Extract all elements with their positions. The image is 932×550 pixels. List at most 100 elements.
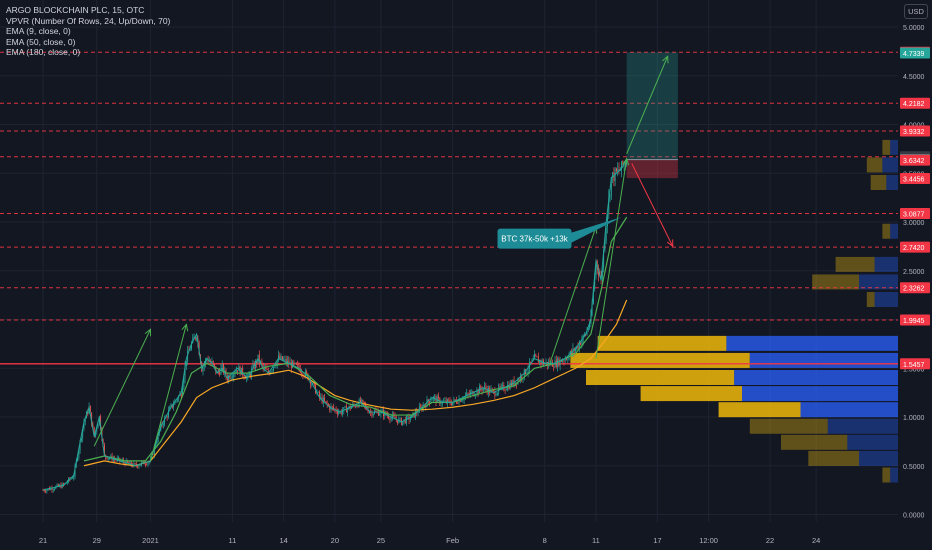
candle-body bbox=[613, 172, 615, 182]
price-axis[interactable]: 0.00000.50001.00001.50002.00002.50003.00… bbox=[898, 0, 932, 550]
candle-body bbox=[96, 428, 98, 432]
candle-body bbox=[252, 364, 254, 369]
ema-9-legend[interactable]: EMA (9, close, 0) bbox=[6, 26, 71, 36]
candle-body bbox=[527, 369, 529, 373]
candle-body bbox=[146, 464, 148, 466]
candle-body bbox=[615, 168, 617, 172]
candle-body bbox=[258, 354, 260, 363]
candle-body bbox=[214, 363, 215, 367]
candle-body bbox=[137, 465, 139, 468]
candle-body bbox=[216, 371, 218, 373]
time-tick-label: 20 bbox=[331, 536, 339, 545]
candle-body bbox=[223, 364, 224, 373]
candle-body bbox=[563, 360, 565, 362]
candle-body bbox=[607, 214, 608, 227]
candle-body bbox=[447, 399, 448, 404]
candle-body bbox=[212, 361, 214, 364]
time-tick-label: 29 bbox=[93, 536, 101, 545]
candle-body bbox=[461, 400, 463, 402]
candle-body bbox=[409, 418, 411, 420]
green-arrow[interactable] bbox=[626, 56, 669, 154]
candle-body bbox=[208, 361, 210, 363]
vp-bar-down bbox=[870, 175, 887, 190]
candle-body bbox=[476, 389, 478, 395]
vp-bar-down bbox=[586, 370, 735, 385]
candle-body bbox=[292, 361, 294, 368]
candle-body bbox=[472, 391, 474, 396]
trend-arrows[interactable] bbox=[93, 55, 674, 462]
candle-body bbox=[575, 348, 576, 352]
candle-body bbox=[284, 359, 286, 360]
candle-body bbox=[215, 366, 217, 373]
candle-body bbox=[176, 399, 178, 401]
candle-body bbox=[343, 407, 345, 412]
candle-body bbox=[504, 390, 506, 391]
candle-body bbox=[402, 421, 404, 425]
candle-body bbox=[586, 330, 588, 335]
vp-bar-up bbox=[874, 292, 898, 307]
candle-body bbox=[142, 461, 144, 463]
candle-body bbox=[531, 359, 533, 363]
candle-body bbox=[106, 457, 108, 460]
green-arrow[interactable] bbox=[549, 226, 597, 364]
green-arrow[interactable] bbox=[93, 329, 151, 447]
currency-button[interactable]: USD bbox=[904, 4, 928, 19]
candle-body bbox=[589, 324, 591, 328]
vp-bar-up bbox=[827, 418, 898, 434]
candle-body bbox=[230, 377, 232, 379]
green-arrow[interactable] bbox=[150, 324, 187, 462]
candle-body bbox=[517, 379, 519, 385]
candle-body bbox=[357, 405, 359, 408]
candle-body bbox=[581, 340, 583, 345]
red-arrow[interactable] bbox=[631, 163, 674, 247]
ema-180-legend[interactable]: EMA (180, close, 0) bbox=[6, 47, 81, 57]
level-price-label-bg bbox=[900, 207, 930, 219]
candle-body bbox=[427, 399, 429, 402]
annotation-callout[interactable]: BTC 37k-50k +13k bbox=[497, 217, 622, 249]
candle-body bbox=[453, 399, 455, 403]
price-marker-label-bg bbox=[900, 47, 930, 59]
candle-body bbox=[327, 404, 329, 406]
candle-body bbox=[43, 490, 45, 492]
candle-body bbox=[265, 367, 267, 370]
candle-body bbox=[315, 384, 317, 394]
vpvr-legend[interactable]: VPVR (Number Of Rows, 24, Up/Down, 70) bbox=[6, 15, 171, 26]
candle-body bbox=[545, 361, 547, 364]
profit-zone[interactable] bbox=[626, 52, 678, 160]
candle-body bbox=[272, 367, 274, 371]
symbol-title[interactable]: ARGO BLOCKCHAIN PLC, 15, OTC bbox=[6, 5, 145, 15]
time-tick-label: 21 bbox=[39, 536, 47, 545]
stop-zone[interactable] bbox=[626, 159, 678, 179]
candle-body bbox=[231, 377, 233, 378]
level-price-label-bg bbox=[900, 358, 930, 370]
candle-body bbox=[267, 369, 269, 374]
candle-body bbox=[194, 337, 196, 339]
vp-bar-up bbox=[886, 175, 898, 190]
candle-body bbox=[92, 424, 94, 428]
candle-body bbox=[260, 361, 262, 363]
candle-body bbox=[148, 461, 150, 463]
volume-profile bbox=[570, 139, 898, 483]
candle-body bbox=[608, 197, 610, 215]
candle-body bbox=[185, 361, 187, 366]
candle-body bbox=[359, 399, 361, 403]
candle-body bbox=[242, 367, 244, 376]
long-position-tool[interactable] bbox=[626, 52, 678, 179]
candle-body bbox=[281, 356, 283, 361]
candle-body bbox=[333, 407, 335, 410]
candle-body bbox=[535, 354, 537, 357]
time-axis[interactable]: 21 29 2021 11 14 20 25 Feb 8 11 17 12:00 22 24 bbox=[0, 522, 932, 550]
candle-body bbox=[365, 404, 367, 406]
green-arrow[interactable] bbox=[595, 158, 628, 359]
candle-body bbox=[354, 405, 356, 407]
candle-body bbox=[605, 226, 607, 242]
ema-50-legend[interactable]: EMA (50, close, 0) bbox=[6, 36, 76, 47]
candle-body bbox=[578, 343, 580, 349]
candle-body bbox=[233, 373, 235, 378]
candle-body bbox=[347, 408, 349, 413]
callout-text: BTC 37k-50k +13k bbox=[501, 235, 568, 244]
callout-shape bbox=[497, 217, 622, 249]
candle-body bbox=[255, 360, 256, 369]
candle-body bbox=[326, 401, 328, 405]
